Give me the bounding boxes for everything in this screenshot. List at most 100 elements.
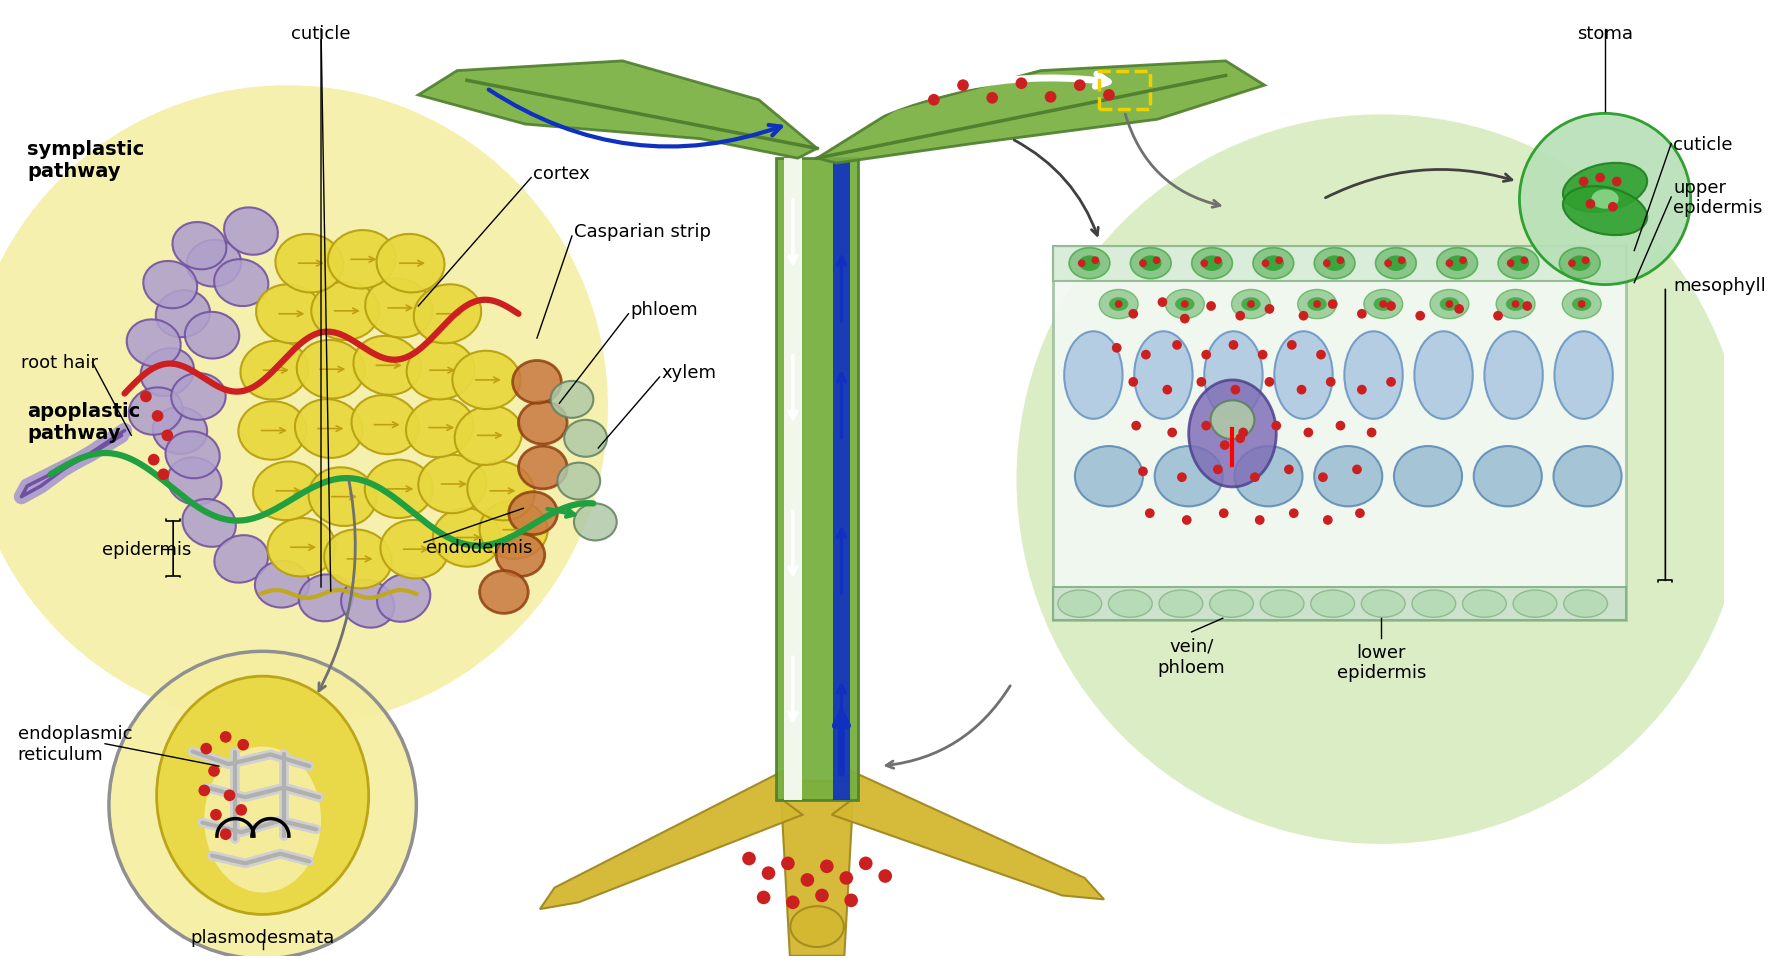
- Circle shape: [757, 891, 771, 904]
- Ellipse shape: [1437, 248, 1478, 279]
- Ellipse shape: [1496, 290, 1535, 320]
- Ellipse shape: [1210, 401, 1255, 440]
- Ellipse shape: [376, 234, 445, 294]
- Circle shape: [1230, 386, 1240, 395]
- Ellipse shape: [340, 580, 395, 628]
- Ellipse shape: [1166, 290, 1205, 320]
- Circle shape: [1324, 516, 1333, 525]
- Circle shape: [1357, 386, 1366, 395]
- Text: endodermis: endodermis: [425, 539, 533, 556]
- Circle shape: [1586, 200, 1595, 209]
- Ellipse shape: [1554, 447, 1621, 507]
- Ellipse shape: [1311, 590, 1354, 617]
- Circle shape: [820, 860, 833, 873]
- Circle shape: [1201, 422, 1210, 431]
- Circle shape: [1379, 300, 1387, 308]
- Circle shape: [1015, 78, 1028, 90]
- Text: stoma: stoma: [1577, 25, 1634, 43]
- Ellipse shape: [1131, 248, 1171, 279]
- Ellipse shape: [1134, 332, 1193, 420]
- Circle shape: [1568, 260, 1575, 267]
- Circle shape: [1276, 257, 1283, 265]
- Ellipse shape: [468, 462, 535, 521]
- Ellipse shape: [1297, 290, 1336, 320]
- Ellipse shape: [1232, 290, 1271, 320]
- Circle shape: [1336, 257, 1345, 265]
- Ellipse shape: [1395, 447, 1462, 507]
- Circle shape: [1154, 257, 1161, 265]
- Ellipse shape: [296, 340, 365, 399]
- Ellipse shape: [551, 382, 594, 419]
- Ellipse shape: [1563, 290, 1602, 320]
- Circle shape: [1384, 260, 1393, 267]
- Circle shape: [1182, 516, 1191, 525]
- Ellipse shape: [165, 432, 220, 479]
- Ellipse shape: [1497, 248, 1538, 279]
- Circle shape: [1286, 341, 1297, 351]
- Ellipse shape: [1430, 290, 1469, 320]
- Circle shape: [1357, 309, 1366, 320]
- Ellipse shape: [1412, 590, 1457, 617]
- Circle shape: [1416, 311, 1425, 322]
- Circle shape: [152, 411, 163, 422]
- Circle shape: [1138, 467, 1148, 477]
- Ellipse shape: [214, 536, 268, 583]
- Ellipse shape: [512, 361, 562, 404]
- Ellipse shape: [1240, 297, 1260, 311]
- Ellipse shape: [328, 231, 395, 289]
- Circle shape: [1325, 378, 1336, 388]
- Circle shape: [161, 430, 174, 442]
- Ellipse shape: [239, 402, 307, 460]
- Circle shape: [742, 852, 757, 865]
- Circle shape: [223, 790, 236, 801]
- Circle shape: [1506, 260, 1515, 267]
- Ellipse shape: [1506, 297, 1526, 311]
- Ellipse shape: [1175, 297, 1194, 311]
- Ellipse shape: [1159, 590, 1203, 617]
- Text: symplastic
pathway: symplastic pathway: [27, 140, 145, 180]
- Ellipse shape: [324, 530, 392, 589]
- Ellipse shape: [1591, 190, 1618, 209]
- Circle shape: [801, 873, 813, 887]
- Bar: [1053, 246, 1627, 281]
- Circle shape: [1111, 344, 1122, 354]
- Circle shape: [1235, 434, 1246, 444]
- Text: phloem: phloem: [631, 300, 698, 319]
- Ellipse shape: [509, 492, 558, 535]
- Ellipse shape: [183, 499, 236, 547]
- Circle shape: [1318, 473, 1327, 483]
- Ellipse shape: [574, 504, 617, 541]
- Ellipse shape: [790, 906, 843, 947]
- Circle shape: [815, 889, 829, 902]
- Circle shape: [1386, 301, 1396, 311]
- Circle shape: [987, 93, 998, 105]
- Ellipse shape: [1474, 447, 1542, 507]
- Ellipse shape: [1274, 332, 1333, 420]
- Ellipse shape: [294, 400, 363, 458]
- Ellipse shape: [1201, 256, 1223, 271]
- Circle shape: [1494, 311, 1503, 322]
- Text: apoplastic
pathway: apoplastic pathway: [27, 402, 140, 443]
- Circle shape: [1157, 297, 1168, 307]
- Ellipse shape: [186, 240, 241, 287]
- Circle shape: [1366, 428, 1377, 438]
- Circle shape: [1579, 177, 1588, 187]
- Circle shape: [1129, 378, 1138, 388]
- Circle shape: [1613, 177, 1621, 187]
- Circle shape: [1271, 422, 1281, 431]
- Circle shape: [1171, 341, 1182, 351]
- Ellipse shape: [480, 501, 548, 559]
- Text: cuticle: cuticle: [291, 25, 351, 43]
- Text: Casparian strip: Casparian strip: [574, 223, 711, 241]
- Ellipse shape: [1308, 297, 1327, 311]
- Circle shape: [1595, 173, 1605, 183]
- Circle shape: [957, 80, 969, 92]
- Circle shape: [220, 828, 232, 840]
- Circle shape: [1255, 516, 1265, 525]
- Ellipse shape: [1446, 256, 1467, 271]
- Circle shape: [1258, 351, 1267, 360]
- Bar: [776, 159, 858, 800]
- Circle shape: [1239, 428, 1247, 438]
- Ellipse shape: [223, 208, 278, 256]
- Circle shape: [1219, 509, 1228, 518]
